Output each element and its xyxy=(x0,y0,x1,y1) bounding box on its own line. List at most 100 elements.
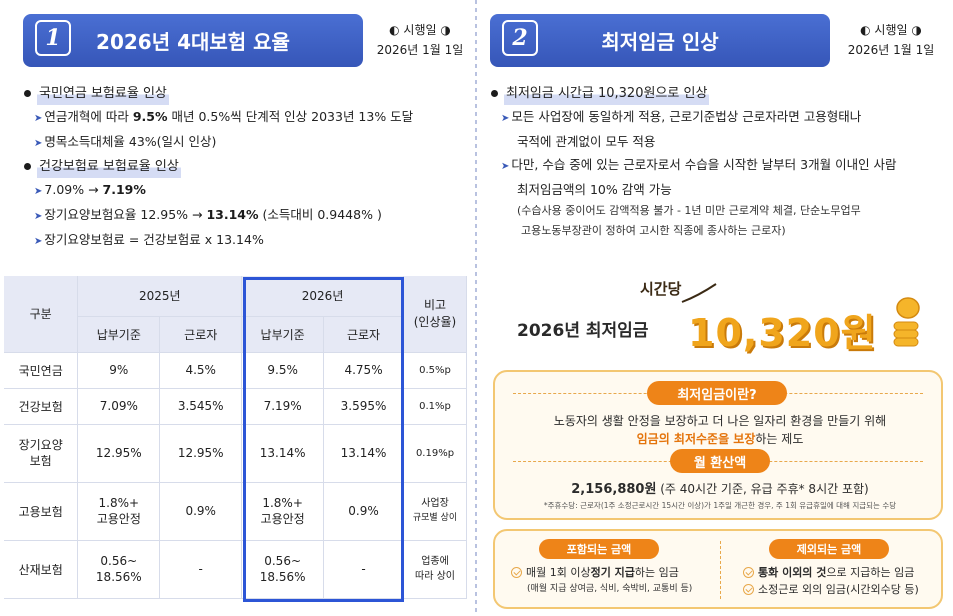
table-row: 국민연금 9% 4.5% 9.5% 4.75% 0.5%p xyxy=(4,352,467,389)
effective-date-block: ◐ 시행일 ◑ 2026년 1월 1일 xyxy=(370,20,470,60)
coins-icon xyxy=(893,297,920,347)
cell: 3.545% xyxy=(159,388,243,425)
cell: 7.19% xyxy=(241,388,325,425)
effective-label: ◐ 시행일 ◑ xyxy=(389,23,451,37)
bullet-dot xyxy=(24,163,31,170)
cell: 0.56~ 18.56% xyxy=(77,540,161,599)
excluded-pill: 제외되는 금액 xyxy=(769,539,889,559)
sub-item: ➤ 장기요양보험요율 12.95% → 13.14% (소득대비 0.9448% … xyxy=(34,207,382,222)
row-name: 고용보험 xyxy=(4,482,79,541)
cell-note: 사업장 규모별 상이 xyxy=(403,482,467,541)
bullet-dot xyxy=(491,90,498,97)
check-icon xyxy=(743,566,754,578)
header-worker: 근로자 xyxy=(323,316,404,353)
header-pay: 납부기준 xyxy=(77,316,161,353)
what-line2: 임금의 최저수준을 보장하는 제도 xyxy=(636,432,804,446)
cell-note: 0.5%p xyxy=(403,352,467,389)
header-2026: 2026년 xyxy=(241,276,404,317)
excluded-item: 소정근로 외의 임금(시간외수당 등) xyxy=(743,581,919,597)
bullet-pension: 국민연금 보험료율 인상 xyxy=(22,82,472,105)
sub-item: ➤ 연금개혁에 따라 9.5% 매년 0.5%씩 단계적 인상 2033년 13%… xyxy=(34,109,414,124)
excluded-item: 통화 이외의 것 으로 지급하는 임금 xyxy=(743,564,914,580)
effective-date: 2026년 1월 1일 xyxy=(376,43,464,57)
arrow-icon: ➤ xyxy=(34,186,43,197)
cell: 12.95% xyxy=(159,424,243,483)
min-wage-amount: 10,320원 xyxy=(688,311,877,355)
monthly-pill: 월 환산액 xyxy=(670,449,770,473)
cell: 4.75% xyxy=(323,352,404,389)
arrow-icon: ➤ xyxy=(501,113,510,124)
cell: 12.95% xyxy=(77,424,161,483)
sub-item: ➤ 명목소득대체율 43%(일시 인상) xyxy=(34,134,217,149)
header-gubun: 구분 xyxy=(4,276,79,353)
rates-table: 구분 2025년 2026년 비고 (인상율) 납부기준 근로자 납부기준 근로… xyxy=(4,276,467,599)
check-icon xyxy=(511,566,522,578)
arrow-icon: ➤ xyxy=(34,236,43,247)
min-wage-year-label: 2026년 최저임금 xyxy=(517,321,649,341)
monthly-amount-line: 2,156,880원 (주 40시간 기준, 유급 주휴* 8시간 포함) xyxy=(571,482,869,497)
cell: - xyxy=(159,540,243,599)
cell-note: 0.1%p xyxy=(403,388,467,425)
row-name: 산재보험 xyxy=(4,540,79,599)
table-row: 장기요양 보험 12.95% 12.95% 13.14% 13.14% 0.19… xyxy=(4,424,467,483)
cell: 0.9% xyxy=(159,482,243,541)
cell: 13.14% xyxy=(241,424,325,483)
cell: 1.8%+ 고용안정 xyxy=(77,482,161,541)
min-wage-header: 2 최저임금 인상 xyxy=(490,14,830,67)
table-row: 산재보험 0.56~ 18.56% - 0.56~ 18.56% - 업종에 따… xyxy=(4,540,467,599)
section-number: 1 xyxy=(35,20,71,56)
bullet-min-wage: 최저임금 시간급 10,320원으로 인상 xyxy=(489,82,949,105)
per-hour-label: 시간당 xyxy=(640,280,682,298)
table-row: 건강보험 7.09% 3.545% 7.19% 3.595% 0.1%p xyxy=(4,388,467,425)
cell: 0.9% xyxy=(323,482,404,541)
sub-item: ➤ 모든 사업장에 동일하게 적용, 근로기준법상 근로자라면 고용형태나 xyxy=(501,109,862,124)
sub-item: ➤ 장기요양보험료 = 건강보험료 x 13.14% xyxy=(34,232,264,247)
row-name: 건강보험 xyxy=(4,388,79,425)
monthly-note: *주휴수당: 근로자(1주 소정근로시간 15시간 이상)가 1주일 개근한 경… xyxy=(543,501,897,510)
what-line1: 노동자의 생활 안정을 보장하고 더 나은 일자리 환경을 만들기 위해 xyxy=(553,414,887,428)
effective-date-block: ◐ 시행일 ◑ 2026년 1월 1일 xyxy=(836,20,946,60)
sub-item-cont: 최저임금액의 10% 감액 가능 xyxy=(517,182,672,197)
panel-divider xyxy=(475,0,477,616)
included-sub: (매월 지급 상여금, 식비, 숙박비, 교통비 등) xyxy=(527,584,693,594)
section-title: 2026년 4대보험 요율 xyxy=(96,30,290,54)
sub-item-cont: 국적에 관계없이 모두 적용 xyxy=(517,134,656,149)
min-wage-info-box: 최저임금이란? 노동자의 생활 안정을 보장하고 더 나은 일자리 환경을 만들… xyxy=(493,370,943,520)
note-line: (수습사용 중이어도 감액적용 불가 - 1년 미만 근로계약 체결, 단순노무… xyxy=(517,204,861,217)
cell: 9.5% xyxy=(241,352,325,389)
cell: 4.5% xyxy=(159,352,243,389)
effective-label: ◐ 시행일 ◑ xyxy=(860,23,922,37)
min-wage-bullets: 최저임금 시간급 10,320원으로 인상 ➤ 모든 사업장에 동일하게 적용, … xyxy=(489,82,949,241)
included-item: 매월 1회 이상 정기 지급 하는 임금 xyxy=(511,564,679,580)
bullet-dot xyxy=(24,90,31,97)
cell: 3.595% xyxy=(323,388,404,425)
what-is-min-wage-pill: 최저임금이란? xyxy=(647,381,787,405)
cell: 1.8%+ 고용안정 xyxy=(241,482,325,541)
section-title: 최저임금 인상 xyxy=(601,30,719,54)
bullet-health: 건강보험료 보험료율 인상 xyxy=(22,155,472,178)
sub-item: ➤ 7.09% → 7.19% xyxy=(34,182,146,197)
insurance-panel: 1 2026년 4대보험 요율 ◐ 시행일 ◑ 2026년 1월 1일 국민연금… xyxy=(0,0,476,616)
effective-date: 2026년 1월 1일 xyxy=(847,43,935,57)
arrow-icon: ➤ xyxy=(501,161,510,172)
cell: - xyxy=(323,540,404,599)
check-icon xyxy=(743,583,754,595)
arrow-icon: ➤ xyxy=(34,113,43,124)
included-pill: 포함되는 금액 xyxy=(539,539,659,559)
sub-item: ➤ 다만, 수습 중에 있는 근로자로서 수습을 시작한 날부터 3개월 이내인 … xyxy=(501,157,897,172)
insurance-bullets: 국민연금 보험료율 인상 ➤ 연금개혁에 따라 9.5% 매년 0.5%씩 단계적… xyxy=(22,82,472,253)
swash-icon xyxy=(681,283,717,303)
included-excluded-box: 포함되는 금액 매월 1회 이상 정기 지급 하는 임금 (매월 지급 상여금, … xyxy=(493,529,943,609)
header-pay: 납부기준 xyxy=(241,316,325,353)
insurance-header: 1 2026년 4대보험 요율 xyxy=(23,14,363,67)
header-2025: 2025년 xyxy=(77,276,243,317)
cell-note: 업종에 따라 상이 xyxy=(403,540,467,599)
row-name: 장기요양 보험 xyxy=(4,424,79,483)
arrow-icon: ➤ xyxy=(34,138,43,149)
cell: 13.14% xyxy=(323,424,404,483)
row-name: 국민연금 xyxy=(4,352,79,389)
section-number: 2 xyxy=(502,20,538,56)
note-line: 고용노동부장관이 정하여 고시한 직종에 종사하는 근로자) xyxy=(521,224,786,237)
cell-note: 0.19%p xyxy=(403,424,467,483)
cell: 9% xyxy=(77,352,161,389)
